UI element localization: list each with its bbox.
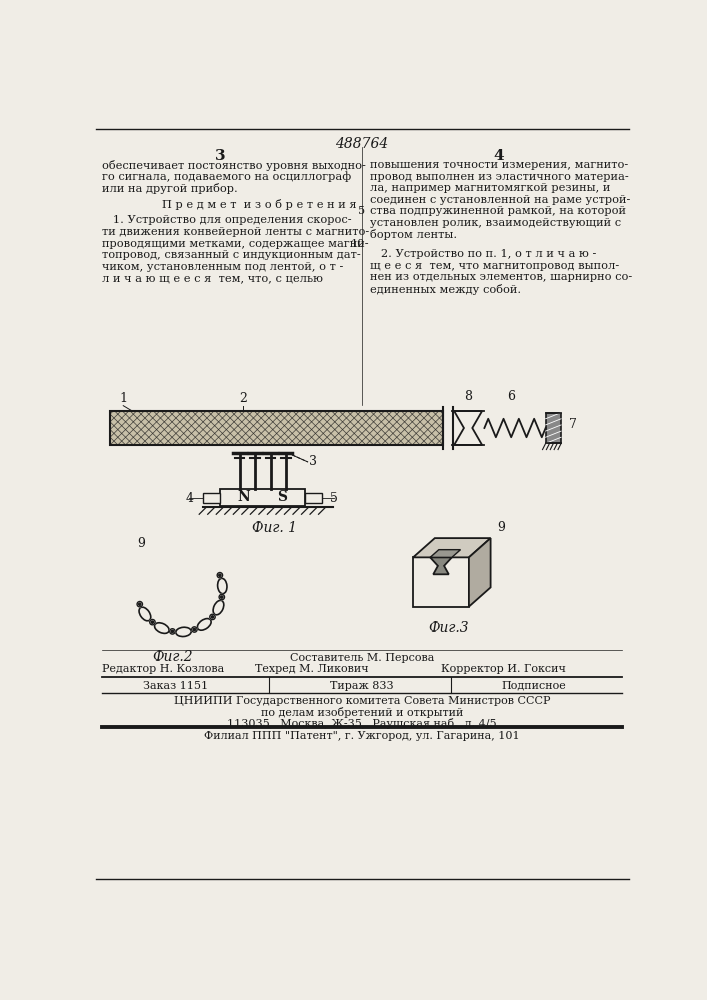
Text: ства подпружиненной рамкой, на которой: ства подпружиненной рамкой, на которой — [370, 206, 626, 216]
Text: 5: 5 — [358, 206, 365, 216]
Ellipse shape — [197, 619, 211, 630]
Polygon shape — [413, 557, 469, 607]
Bar — [203, 493, 220, 503]
Text: Техред М. Ликович: Техред М. Ликович — [255, 664, 368, 674]
Text: 4: 4 — [493, 149, 504, 163]
Ellipse shape — [176, 627, 192, 637]
Bar — [546, 413, 561, 443]
Text: щ е е с я  тем, что магнитопровод выпол-: щ е е с я тем, что магнитопровод выпол- — [370, 261, 619, 271]
Text: повышения точности измерения, магнито-: повышения точности измерения, магнито- — [370, 160, 628, 170]
Text: проводящими метками, содержащее магни-: проводящими метками, содержащее магни- — [103, 239, 369, 249]
Text: 9: 9 — [137, 537, 145, 550]
Text: бортом ленты.: бортом ленты. — [370, 229, 457, 240]
Text: ла, например магнитомягкой резины, и: ла, например магнитомягкой резины, и — [370, 183, 610, 193]
Text: 9: 9 — [497, 521, 505, 534]
Text: топровод, связанный с индукционным дат-: топровод, связанный с индукционным дат- — [103, 250, 361, 260]
Circle shape — [137, 601, 143, 607]
Text: N: N — [237, 490, 250, 504]
Text: Филиал ППП "Патент", г. Ужгород, ул. Гагарина, 101: Филиал ППП "Патент", г. Ужгород, ул. Гаг… — [204, 731, 520, 741]
Ellipse shape — [213, 600, 224, 615]
Circle shape — [139, 603, 141, 605]
Text: соединен с установленной на раме устрой-: соединен с установленной на раме устрой- — [370, 195, 630, 205]
Text: Подписное: Подписное — [502, 681, 566, 691]
Text: Фиг. 1: Фиг. 1 — [252, 521, 297, 535]
Text: 1: 1 — [119, 392, 127, 405]
Text: установлен ролик, взаимодействующий с: установлен ролик, взаимодействующий с — [370, 218, 621, 228]
Text: 3: 3 — [309, 455, 317, 468]
Text: Фиг.2: Фиг.2 — [152, 650, 192, 664]
Text: провод выполнен из эластичного материа-: провод выполнен из эластичного материа- — [370, 172, 629, 182]
Circle shape — [171, 630, 174, 633]
Ellipse shape — [139, 607, 151, 621]
Polygon shape — [430, 550, 460, 557]
Text: обеспечивает постоянство уровня выходно-: обеспечивает постоянство уровня выходно- — [103, 160, 366, 171]
Circle shape — [218, 574, 221, 576]
Polygon shape — [430, 557, 452, 574]
Text: 113035,  Москва, Ж-35,  Раушская наб., д. 4/5: 113035, Москва, Ж-35, Раушская наб., д. … — [227, 718, 497, 729]
Text: Редактор Н. Козлова: Редактор Н. Козлова — [103, 664, 225, 674]
Text: 3: 3 — [215, 149, 226, 163]
Text: 10: 10 — [351, 239, 365, 249]
Text: 2: 2 — [240, 392, 247, 405]
Text: Заказ 1151: Заказ 1151 — [144, 681, 209, 691]
Text: единенных между собой.: единенных между собой. — [370, 284, 521, 295]
Polygon shape — [454, 411, 482, 445]
Text: 488764: 488764 — [335, 137, 389, 151]
Text: ти движения конвейерной ленты с магнито-: ти движения конвейерной ленты с магнито- — [103, 227, 370, 237]
Bar — [305, 493, 322, 503]
Circle shape — [170, 629, 175, 634]
Circle shape — [150, 619, 155, 625]
Circle shape — [219, 594, 225, 600]
Text: Корректор И. Гоксич: Корректор И. Гоксич — [441, 664, 566, 674]
Text: чиком, установленным под лентой, о т -: чиком, установленным под лентой, о т - — [103, 262, 344, 272]
Circle shape — [193, 628, 196, 631]
Text: 8: 8 — [464, 390, 472, 403]
Text: 5: 5 — [330, 492, 338, 505]
Text: 2. Устройство по п. 1, о т л и ч а ю -: 2. Устройство по п. 1, о т л и ч а ю - — [370, 249, 596, 259]
Circle shape — [151, 621, 153, 623]
Text: 1. Устройство для определения скорос-: 1. Устройство для определения скорос- — [103, 215, 352, 225]
Text: Фиг.3: Фиг.3 — [428, 620, 469, 635]
Text: или на другой прибор.: или на другой прибор. — [103, 183, 238, 194]
Circle shape — [192, 627, 197, 632]
Text: нен из отдельных элементов, шарнирно со-: нен из отдельных элементов, шарнирно со- — [370, 272, 632, 282]
Text: л и ч а ю щ е е с я  тем, что, с целью: л и ч а ю щ е е с я тем, что, с целью — [103, 273, 323, 283]
Polygon shape — [469, 538, 491, 607]
Bar — [110, 411, 443, 445]
Text: ЦНИИПИ Государственного комитета Совета Министров СССР: ЦНИИПИ Государственного комитета Совета … — [174, 696, 550, 706]
Ellipse shape — [155, 623, 169, 633]
Text: по делам изобретений и открытий: по делам изобретений и открытий — [261, 707, 463, 718]
Text: 6: 6 — [507, 390, 515, 403]
Text: 4: 4 — [185, 492, 193, 505]
Text: 7: 7 — [569, 418, 577, 431]
Text: Составитель М. Персова: Составитель М. Персова — [290, 653, 434, 663]
Bar — [110, 411, 443, 445]
Text: П р е д м е т  и з о б р е т е н и я: П р е д м е т и з о б р е т е н и я — [162, 199, 356, 210]
Polygon shape — [413, 538, 491, 557]
Bar — [220, 489, 305, 506]
Text: Тираж 833: Тираж 833 — [330, 681, 394, 691]
Circle shape — [211, 616, 214, 618]
Text: S: S — [277, 490, 287, 504]
Ellipse shape — [218, 578, 227, 594]
Circle shape — [210, 614, 215, 620]
Text: го сигнала, подаваемого на осциллограф: го сигнала, подаваемого на осциллограф — [103, 172, 351, 182]
Circle shape — [217, 573, 223, 578]
Circle shape — [221, 596, 223, 598]
